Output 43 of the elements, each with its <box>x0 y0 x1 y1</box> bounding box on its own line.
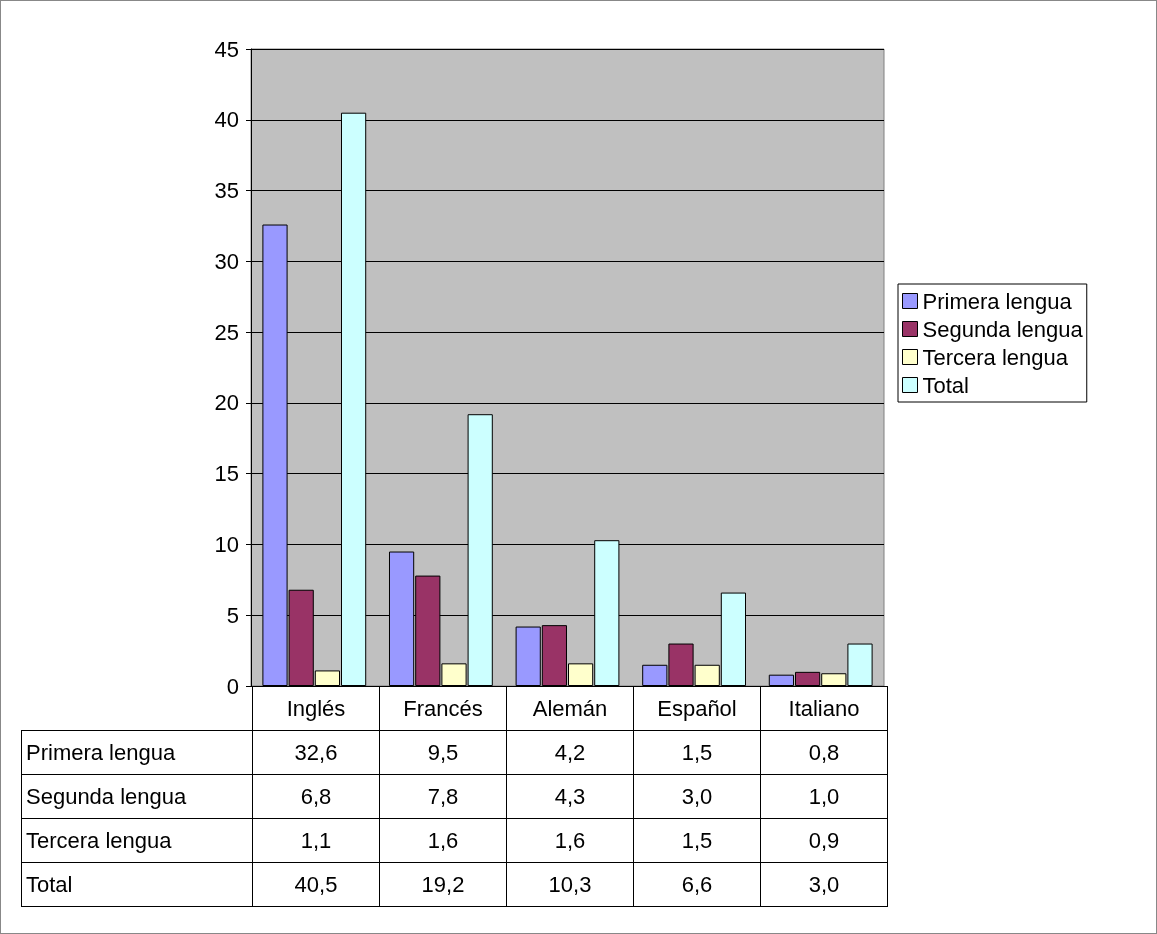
y-tick-label: 5 <box>226 602 239 628</box>
data-label: 3,0 <box>760 862 888 907</box>
data-label: 4,2 <box>506 730 634 775</box>
data-label: 1,5 <box>633 818 761 863</box>
x-tick-label: Inglés <box>252 686 380 731</box>
y-tick-label: 0 <box>226 673 239 699</box>
data-label: 19,2 <box>379 862 507 907</box>
data-label: 1,5 <box>633 730 761 775</box>
text: Tercera lengua <box>26 827 172 853</box>
x-tick-label: Alemán <box>506 686 634 731</box>
legend-label: Segunda lengua <box>922 316 1084 342</box>
data-label: 1,6 <box>379 818 507 863</box>
x-tick-label: Español <box>633 686 761 731</box>
data-label: 1,1 <box>252 818 380 863</box>
data-label: 6,6 <box>633 862 761 907</box>
data-label: 6,8 <box>252 774 380 819</box>
legend-label: Primera lengua <box>922 288 1073 314</box>
y-tick-label: 10 <box>214 531 239 557</box>
y-tick-label: 40 <box>214 107 239 133</box>
x-tick-label: Italiano <box>760 686 888 731</box>
data-label: 7,8 <box>379 774 507 819</box>
data-label: 3,0 <box>633 774 761 819</box>
y-tick-label: 30 <box>214 248 239 274</box>
text: Primera lengua <box>26 739 176 765</box>
data-label: 0,8 <box>760 730 888 775</box>
data-label: 1,6 <box>506 818 634 863</box>
text: Total <box>26 871 73 897</box>
data-label: 0,9 <box>760 818 888 863</box>
y-tick-label: 25 <box>214 319 239 345</box>
y-tick-label: 20 <box>214 390 239 416</box>
data-label: 9,5 <box>379 730 507 775</box>
data-label: 10,3 <box>506 862 634 907</box>
y-tick-label: 15 <box>214 461 239 487</box>
data-label: 1,0 <box>760 774 888 819</box>
legend-label: Tercera lengua <box>922 344 1069 370</box>
y-tick-label: 35 <box>214 178 239 204</box>
legend-label: Total <box>922 372 969 398</box>
data-label: 4,3 <box>506 774 634 819</box>
data-label: 32,6 <box>252 730 380 775</box>
text: Segunda lengua <box>26 783 187 809</box>
x-tick-label: Francés <box>379 686 507 731</box>
data-label: 40,5 <box>252 862 380 907</box>
y-tick-label: 45 <box>214 36 239 62</box>
